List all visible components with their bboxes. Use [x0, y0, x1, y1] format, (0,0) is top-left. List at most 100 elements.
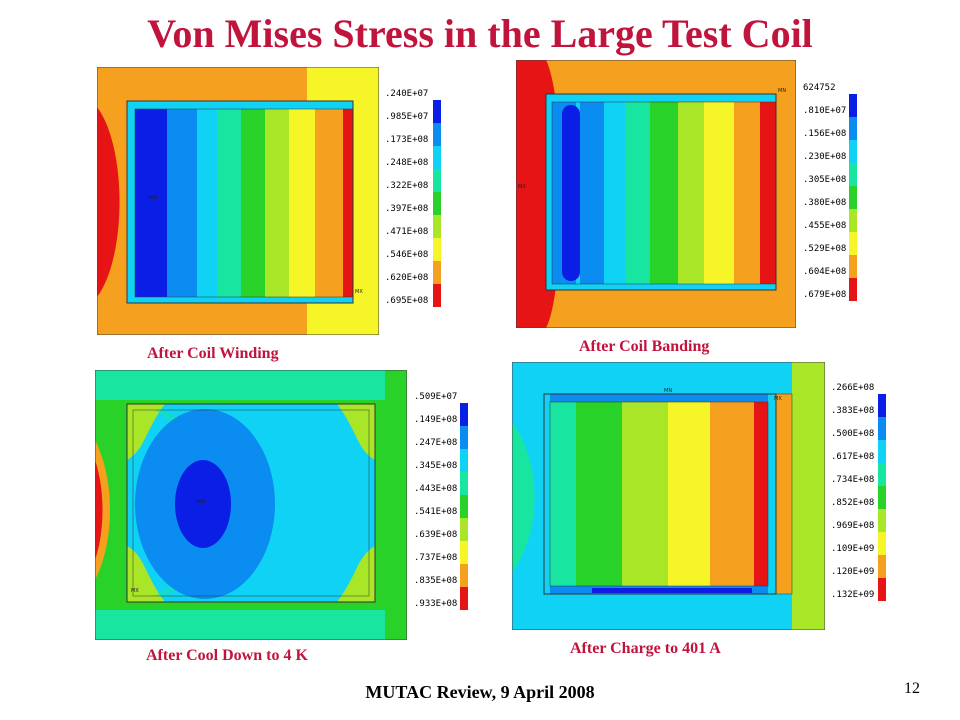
- legend-color-swatch: [849, 255, 857, 278]
- legend-coil-banding: 624752 .810E+07 .156E+08 .230E+08 .305E+…: [803, 83, 863, 313]
- caption-cool-down: After Cool Down to 4 K: [146, 647, 308, 664]
- legend-color-swatch: [849, 278, 857, 301]
- legend-label: .248E+08: [385, 158, 429, 168]
- min-marker: MN: [149, 195, 157, 201]
- legend-label: .383E+08: [831, 406, 875, 416]
- legend-color-swatch: [433, 284, 441, 307]
- legend-label: .230E+08: [803, 152, 847, 162]
- legend-color-swatch: [878, 440, 886, 463]
- contour-plot-coil-banding: MX MN: [516, 60, 796, 328]
- legend-color-swatch: [460, 426, 468, 449]
- legend-color-swatch: [460, 472, 468, 495]
- legend-label: .443E+08: [414, 484, 458, 494]
- legend-label: .322E+08: [385, 181, 429, 191]
- legend-label: .734E+08: [831, 475, 875, 485]
- legend-label: .604E+08: [803, 267, 847, 277]
- legend-label: .266E+08: [831, 383, 875, 393]
- legend-label: .305E+08: [803, 175, 847, 185]
- legend-charge: .266E+08 .383E+08 .500E+08 .617E+08 .734…: [831, 383, 891, 613]
- legend-color-swatch: [433, 169, 441, 192]
- legend-color-swatch: [849, 140, 857, 163]
- legend-color-swatch: [849, 163, 857, 186]
- legend-color-bar: [460, 403, 468, 610]
- legend-label: .240E+07: [385, 89, 429, 99]
- legend-label: .852E+08: [831, 498, 875, 508]
- legend-label: 624752: [803, 83, 836, 93]
- legend-color-swatch: [460, 518, 468, 541]
- legend-label: .149E+08: [414, 415, 458, 425]
- legend-label: .620E+08: [385, 273, 429, 283]
- legend-label: .156E+08: [803, 129, 847, 139]
- legend-label: .695E+08: [385, 296, 429, 306]
- legend-color-swatch: [849, 117, 857, 140]
- legend-color-swatch: [460, 495, 468, 518]
- legend-label: .173E+08: [385, 135, 429, 145]
- legend-color-swatch: [878, 394, 886, 417]
- max-marker: MX: [131, 588, 139, 594]
- legend-label: .969E+08: [831, 521, 875, 531]
- legend-color-bar: [878, 394, 886, 601]
- legend-label: .132E+09: [831, 590, 875, 600]
- contour-plot-coil-winding: MN MX: [97, 67, 379, 335]
- legend-color-swatch: [460, 541, 468, 564]
- legend-cool-down: .509E+07 .149E+08 .247E+08 .345E+08 .443…: [414, 392, 474, 622]
- legend-label: .541E+08: [414, 507, 458, 517]
- legend-color-swatch: [878, 555, 886, 578]
- max-marker: MX: [774, 396, 782, 402]
- legend-label: .985E+07: [385, 112, 429, 122]
- legend-color-swatch: [878, 532, 886, 555]
- legend-coil-winding: .240E+07 .985E+07 .173E+08 .248E+08 .322…: [385, 89, 445, 319]
- contour-plot-charge: MN MX: [512, 362, 825, 630]
- legend-color-swatch: [878, 417, 886, 440]
- legend-label: .471E+08: [385, 227, 429, 237]
- caption-coil-banding: After Coil Banding: [579, 338, 710, 355]
- legend-color-swatch: [878, 486, 886, 509]
- max-marker: MX: [518, 184, 526, 190]
- caption-charge: After Charge to 401 A: [570, 640, 721, 657]
- legend-color-swatch: [878, 509, 886, 532]
- legend-label: .345E+08: [414, 461, 458, 471]
- legend-color-swatch: [433, 146, 441, 169]
- legend-label: .380E+08: [803, 198, 847, 208]
- legend-label: .120E+09: [831, 567, 875, 577]
- legend-label: .810E+07: [803, 106, 847, 116]
- legend-color-swatch: [433, 192, 441, 215]
- legend-color-swatch: [433, 100, 441, 123]
- legend-color-swatch: [460, 449, 468, 472]
- legend-label: .639E+08: [414, 530, 458, 540]
- legend-color-swatch: [849, 232, 857, 255]
- min-marker: MN: [664, 388, 672, 394]
- legend-label: .397E+08: [385, 204, 429, 214]
- legend-color-swatch: [433, 261, 441, 284]
- contour-plot-cool-down: MN MX: [95, 370, 407, 640]
- legend-label: .679E+08: [803, 290, 847, 300]
- legend-color-swatch: [460, 587, 468, 610]
- legend-label: .546E+08: [385, 250, 429, 260]
- min-marker: MN: [197, 499, 205, 505]
- legend-color-swatch: [849, 94, 857, 117]
- legend-label: .247E+08: [414, 438, 458, 448]
- legend-color-swatch: [433, 123, 441, 146]
- legend-color-swatch: [460, 403, 468, 426]
- legend-label: .109E+09: [831, 544, 875, 554]
- min-marker: MN: [778, 88, 786, 94]
- slide-title: Von Mises Stress in the Large Test Coil: [147, 11, 813, 56]
- max-marker: MX: [355, 289, 363, 295]
- legend-label: .500E+08: [831, 429, 875, 439]
- page-number: 12: [904, 680, 920, 697]
- legend-label: .737E+08: [414, 553, 458, 563]
- caption-coil-winding: After Coil Winding: [147, 345, 279, 362]
- legend-color-bar: [849, 94, 857, 301]
- legend-color-swatch: [849, 186, 857, 209]
- legend-color-swatch: [460, 564, 468, 587]
- legend-label: .529E+08: [803, 244, 847, 254]
- legend-label: .455E+08: [803, 221, 847, 231]
- legend-label: .617E+08: [831, 452, 875, 462]
- legend-color-bar: [433, 100, 441, 307]
- legend-label: .933E+08: [414, 599, 458, 609]
- legend-color-swatch: [878, 578, 886, 601]
- legend-label: .509E+07: [414, 392, 458, 402]
- legend-color-swatch: [433, 215, 441, 238]
- legend-color-swatch: [433, 238, 441, 261]
- footer-text: MUTAC Review, 9 April 2008: [365, 682, 595, 702]
